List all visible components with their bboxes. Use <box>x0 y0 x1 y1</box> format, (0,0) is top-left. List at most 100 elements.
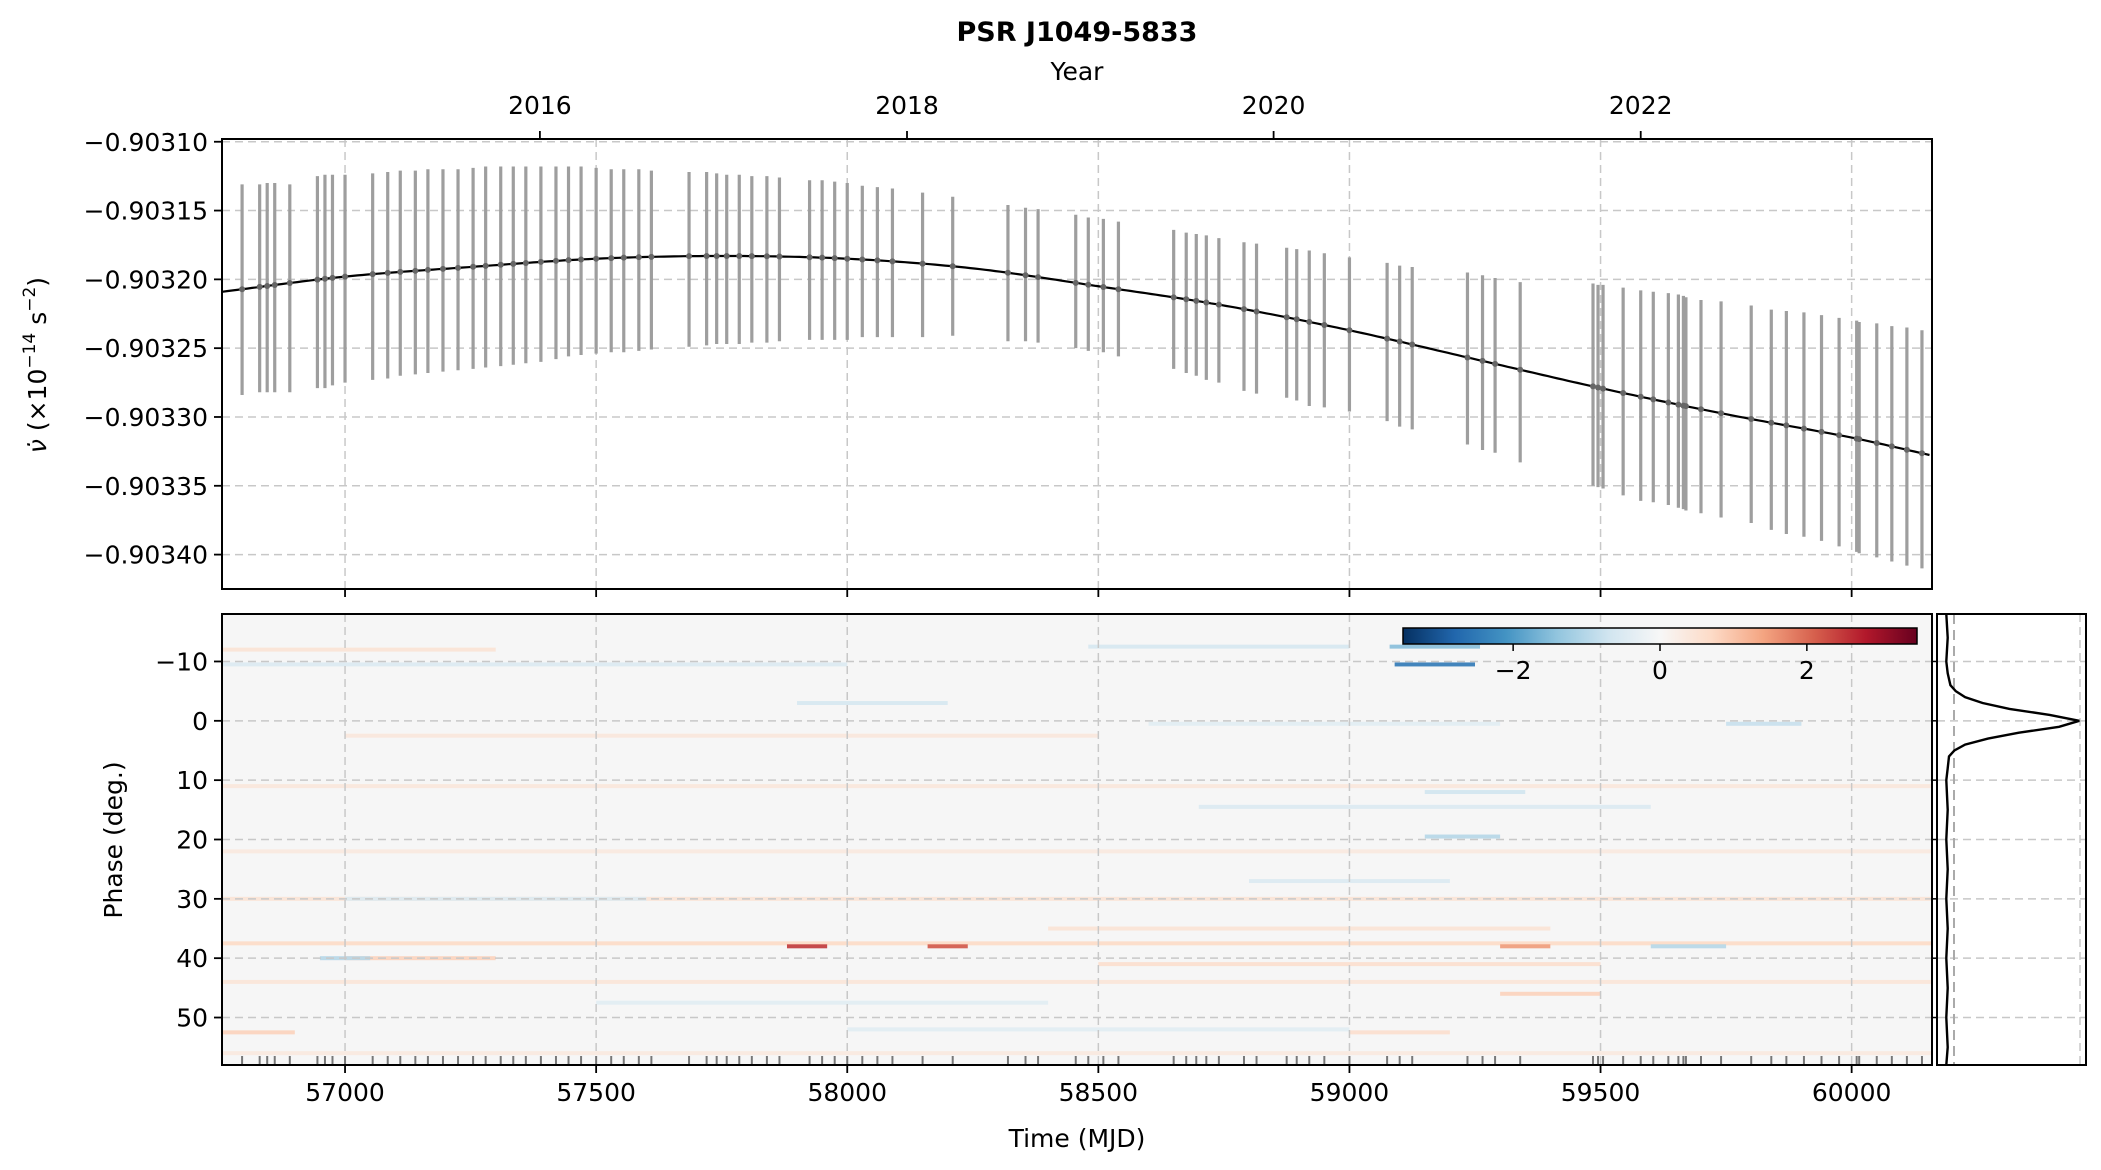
model-point <box>522 259 529 266</box>
heatmap-streak <box>1394 662 1475 667</box>
model-point <box>1665 399 1672 406</box>
chart-title: PSR J1049-5833 <box>957 17 1198 48</box>
year-tick-label: 2022 <box>1609 91 1673 120</box>
profile-gridlines <box>1937 614 2086 1065</box>
top-bottom-ticks <box>344 589 1853 597</box>
model-point <box>1384 335 1391 342</box>
heatmap-x-ticks: 57000 57500 58000 58500 59000 59500 60000 <box>305 1065 1891 1107</box>
heatmap-streak <box>596 1000 1049 1005</box>
model-point <box>635 254 642 261</box>
heatmap-background <box>222 614 1932 1065</box>
model-point <box>329 274 336 281</box>
model-point <box>949 263 956 270</box>
model-point <box>1464 354 1471 361</box>
model-point <box>1697 406 1704 413</box>
heatmap-streak <box>1389 644 1481 649</box>
model-point <box>1170 294 1177 301</box>
heatmap-x-tick-label: 58500 <box>1059 1078 1139 1107</box>
top-y-tick-label: −0.90340 <box>84 541 208 570</box>
model-point <box>1115 286 1122 293</box>
spin-down-panel: −0.90310 −0.90315 −0.90320 −0.90325 −0.90330… <box>20 57 1933 597</box>
model-point <box>1888 443 1895 450</box>
model-point <box>1675 401 1682 408</box>
error-bars <box>240 166 1924 569</box>
model-point <box>271 281 278 288</box>
heatmap-streak <box>1424 834 1501 839</box>
model-point <box>1590 383 1597 390</box>
heatmap-streak <box>1726 721 1802 726</box>
model-point <box>831 255 838 262</box>
model-point <box>321 275 328 282</box>
model-point <box>470 263 477 270</box>
model-point <box>424 266 431 273</box>
model-point <box>264 282 271 289</box>
heatmap-y-ticks: −10 0 10 20 30 40 50 <box>155 647 222 1033</box>
model-point <box>593 255 600 262</box>
model-point <box>1918 450 1925 457</box>
heatmap-streak <box>1424 790 1526 795</box>
top-axes-frame <box>221 138 1933 590</box>
model-point <box>1193 297 1200 304</box>
model-point <box>342 273 349 280</box>
top-y-tick-label: −0.90335 <box>84 472 208 501</box>
model-point <box>1072 279 1079 286</box>
model-point <box>648 253 655 260</box>
heatmap-y-tick-label: 10 <box>176 766 208 795</box>
colorbar-tick-label: 0 <box>1652 656 1668 685</box>
model-point <box>889 258 896 265</box>
heatmap-streak <box>1098 962 1601 967</box>
heatmap-streak <box>222 1030 295 1035</box>
model-point <box>1183 296 1190 303</box>
model-point <box>578 256 585 263</box>
colorbar-tick-label: −2 <box>1495 656 1532 685</box>
model-point <box>1253 308 1260 315</box>
model-point <box>1409 341 1416 348</box>
model-point <box>859 256 866 263</box>
model-point <box>1492 360 1499 367</box>
year-axis-ticks: 2016 2018 2020 2022 <box>508 91 1673 139</box>
heatmap-streak <box>222 1051 1932 1056</box>
model-point <box>608 255 615 262</box>
heatmap-x-tick-label: 57500 <box>556 1078 636 1107</box>
model-point <box>776 253 783 260</box>
model-point <box>1517 366 1524 373</box>
heatmap-streak <box>222 784 1932 789</box>
heatmap-streak <box>1148 721 1501 726</box>
model-point <box>1035 274 1042 281</box>
model-point <box>723 252 730 259</box>
model-point <box>1283 314 1290 321</box>
year-tick-label: 2020 <box>1242 91 1306 120</box>
top-y-ticks: −0.90310 −0.90315 −0.90320 −0.90325 −0.90330… <box>84 128 222 570</box>
heatmap-y-tick-label: 0 <box>192 707 208 736</box>
heatmap-streak <box>222 941 1932 946</box>
model-point <box>537 258 544 265</box>
colorbar-tick-label: 2 <box>1799 656 1815 685</box>
heatmap-x-tick-label: 59500 <box>1561 1078 1641 1107</box>
top-y-tick-label: −0.90325 <box>84 334 208 363</box>
model-point <box>1100 283 1107 290</box>
year-axis-label: Year <box>1050 57 1105 86</box>
heatmap-streak <box>1650 944 1727 949</box>
model-point <box>439 265 446 272</box>
top-gridlines <box>222 139 1932 589</box>
model-point <box>510 260 517 267</box>
heatmap-streak <box>786 944 828 949</box>
top-y-tick-label: −0.90310 <box>84 128 208 157</box>
model-point <box>1595 384 1602 391</box>
heatmap-streak <box>222 647 496 652</box>
colorbar: −2 0 2 <box>1402 627 1918 685</box>
model-point <box>844 255 851 262</box>
model-point <box>314 276 321 283</box>
model-point <box>455 264 462 271</box>
model-point <box>497 261 504 268</box>
top-y-tick-label: −0.90330 <box>84 403 208 432</box>
model-point <box>1004 269 1011 276</box>
model-point <box>1650 396 1657 403</box>
profile-axes-frame <box>1936 613 2087 1066</box>
heatmap-x-axis-label: Time (MJD) <box>1008 1124 1146 1153</box>
model-point <box>1306 318 1313 325</box>
colorbar-gradient <box>1402 627 1918 645</box>
heatmap-streak <box>1349 1030 1450 1035</box>
model-point <box>1215 301 1222 308</box>
